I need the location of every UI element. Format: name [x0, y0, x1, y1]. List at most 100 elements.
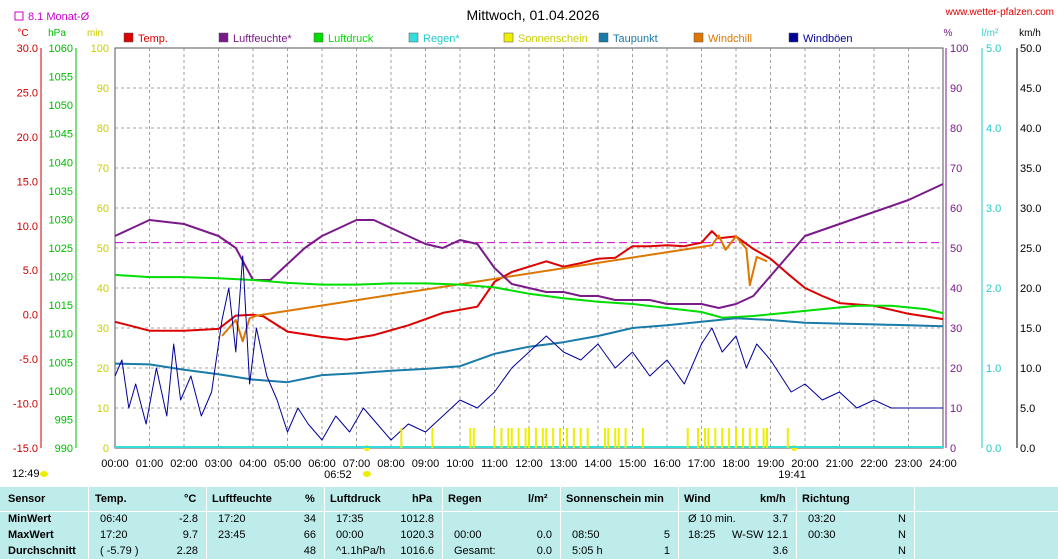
- header-press: Luftdruck: [330, 493, 381, 505]
- tick-x: 08:00: [377, 458, 405, 470]
- header-sun: Sonnenschein min: [566, 493, 664, 505]
- cell-wind_time: 18:25: [688, 529, 716, 541]
- cell-temp_time: ( -5.79 ): [100, 545, 139, 557]
- site-link[interactable]: www.wetter-pfalzen.com: [945, 7, 1054, 18]
- sunrise-label: 06:52: [324, 469, 352, 481]
- header-sensor: Sensor: [8, 493, 46, 505]
- sunshine-bar: [786, 428, 789, 448]
- sun-icon: [40, 471, 48, 477]
- cell-hum_val: 48: [303, 545, 316, 557]
- sunshine-bar: [641, 428, 644, 448]
- cell-hum_val: 66: [303, 529, 316, 541]
- legend-swatch: [788, 32, 799, 43]
- cell-sun_time: 5:05 h: [572, 545, 603, 557]
- tick-x: 07:00: [343, 458, 371, 470]
- tick-x: 15:00: [619, 458, 647, 470]
- sunshine-bar: [517, 428, 520, 448]
- tick-rain: 2.0: [986, 283, 1001, 295]
- tick-pressure: 995: [55, 414, 73, 426]
- legend-swatch: [693, 32, 704, 43]
- sunshine-bar: [510, 428, 513, 448]
- tick-pressure: 1040: [49, 157, 73, 169]
- header-press-unit: hPa: [412, 493, 433, 505]
- header-temp: Temp.: [95, 493, 127, 505]
- tick-humidity: 10: [950, 403, 962, 415]
- sunshine-bar: [552, 428, 555, 448]
- weather-chart: Mittwoch, 01.04.2026 www.wetter-pfalzen.…: [12, 7, 1054, 481]
- sunshine-bar: [500, 428, 503, 448]
- sunshine-bar: [741, 428, 744, 448]
- tick-x: 19:00: [757, 458, 785, 470]
- tick-temp: -15.0: [13, 443, 38, 455]
- tick-temp: 25.0: [17, 87, 38, 99]
- tick-x: 21:00: [826, 458, 854, 470]
- sunshine-bar: [624, 428, 627, 448]
- sunshine-bar: [614, 428, 617, 448]
- tick-temp: -10.0: [13, 399, 38, 411]
- cell-wind_val: 12.1: [766, 529, 788, 541]
- sunshine-bar: [728, 428, 731, 448]
- tick-x: 16:00: [653, 458, 681, 470]
- sunshine-bar: [766, 428, 769, 448]
- tick-rain: 3.0: [986, 203, 1001, 215]
- summary-table: Sensor Temp. °C Luftfeuchte % Luftdruck …: [0, 487, 1058, 559]
- legend-label: Windböen: [803, 33, 853, 45]
- sunset-label: 19:41: [778, 469, 806, 481]
- cell-temp_time: 17:20: [100, 529, 128, 541]
- chart-title: Mittwoch, 01.04.2026: [466, 7, 599, 23]
- header-hum: Luftfeuchte: [212, 493, 272, 505]
- tick-pressure: 1045: [49, 129, 73, 141]
- cell-rain_val: 0.0: [536, 545, 552, 557]
- legend-swatch: [313, 32, 324, 43]
- sunshine-bar: [586, 428, 589, 448]
- tick-pressure: 1060: [49, 43, 73, 55]
- sunshine-bar: [472, 428, 475, 448]
- tick-wind: 20.0: [1020, 283, 1041, 295]
- cell-sun_time: 08:50: [572, 529, 600, 541]
- tick-rain: 0.0: [986, 443, 1001, 455]
- tick-x: 03:00: [205, 458, 233, 470]
- tick-minutes: 80: [97, 123, 109, 135]
- header-rain-unit: l/m²: [528, 493, 548, 505]
- cell-dir_val: N: [898, 513, 906, 525]
- tick-wind: 30.0: [1020, 203, 1041, 215]
- tick-minutes: 60: [97, 203, 109, 215]
- tick-pressure: 1020: [49, 272, 73, 284]
- series-windchill: [221, 234, 768, 343]
- cell-wind_dir: W-SW: [732, 529, 764, 541]
- cell-rain_time: 00:00: [454, 529, 482, 541]
- legend-label: Luftfeuchte*: [233, 33, 292, 45]
- tick-x: 11:00: [481, 458, 508, 470]
- cell-label: MaxWert: [8, 529, 54, 541]
- tick-pressure: 1050: [49, 100, 73, 112]
- sunshine-bar: [617, 428, 620, 448]
- tick-x: 04:00: [239, 458, 267, 470]
- sunshine-bar: [541, 428, 544, 448]
- tick-rain: 1.0: [986, 363, 1001, 375]
- sunshine-bar: [703, 428, 706, 448]
- cell-press_time: 00:00: [336, 529, 364, 541]
- tick-pressure: 1030: [49, 214, 73, 226]
- cell-rain_val: 0.0: [536, 529, 552, 541]
- tick-humidity: 0: [950, 443, 956, 455]
- tick-wind: 10.0: [1020, 363, 1041, 375]
- tick-minutes: 10: [97, 403, 109, 415]
- tick-minutes: 20: [97, 363, 109, 375]
- tick-rain: 5.0: [986, 43, 1001, 55]
- cell-label: Durchschnitt: [8, 545, 76, 557]
- cell-hum_val: 34: [303, 513, 316, 525]
- tick-minutes: 90: [97, 83, 109, 95]
- tick-x: 23:00: [895, 458, 923, 470]
- tick-wind: 40.0: [1020, 123, 1041, 135]
- sunshine-bar: [507, 428, 510, 448]
- series-windben: [114, 255, 943, 441]
- cell-press_val: 1020.3: [400, 529, 434, 541]
- legend-label: Taupunkt: [613, 33, 658, 45]
- cell-wind_val: 3.7: [772, 513, 788, 525]
- legend-swatch: [408, 32, 419, 43]
- unit-minutes: min: [87, 28, 103, 39]
- sunshine-bar: [579, 428, 582, 448]
- sunshine-bar: [572, 428, 575, 448]
- sunshine-bar: [528, 428, 530, 448]
- tick-temp: -5.0: [19, 354, 38, 366]
